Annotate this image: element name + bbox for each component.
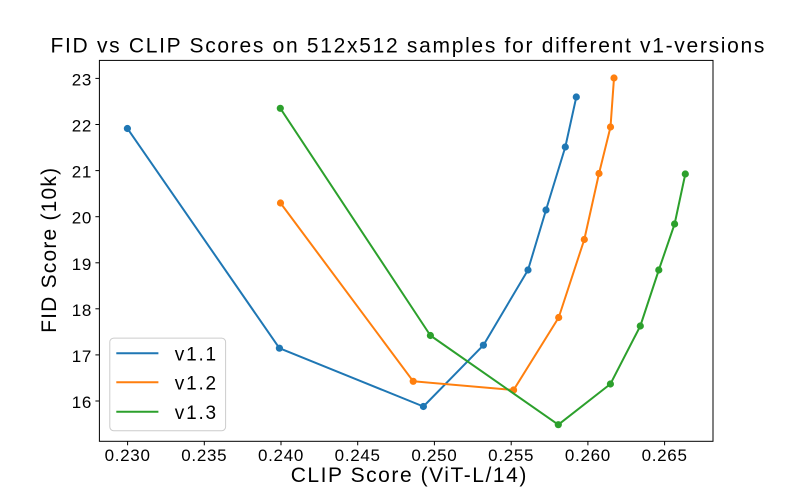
svg-text:0.245: 0.245 [335, 446, 381, 465]
svg-text:0.250: 0.250 [411, 446, 457, 465]
svg-text:19: 19 [72, 255, 92, 274]
svg-text:0.230: 0.230 [105, 446, 151, 465]
svg-text:v1.3: v1.3 [175, 403, 218, 424]
svg-text:17: 17 [72, 347, 92, 366]
svg-text:0.240: 0.240 [258, 446, 304, 465]
svg-text:22: 22 [72, 117, 92, 136]
svg-text:CLIP Score (ViT-L/14): CLIP Score (ViT-L/14) [291, 464, 528, 487]
svg-text:23: 23 [72, 70, 92, 89]
svg-text:0.260: 0.260 [565, 446, 611, 465]
svg-text:FID vs CLIP Scores on 512x512: FID vs CLIP Scores on 512x512 samples fo… [50, 35, 766, 58]
svg-text:18: 18 [72, 301, 92, 320]
svg-text:FID Score (10k): FID Score (10k) [38, 167, 61, 333]
svg-text:v1.1: v1.1 [175, 345, 218, 366]
svg-text:21: 21 [72, 163, 92, 182]
svg-text:0.265: 0.265 [642, 446, 688, 465]
svg-text:16: 16 [72, 393, 92, 412]
svg-text:v1.2: v1.2 [175, 374, 218, 395]
svg-text:0.255: 0.255 [488, 446, 534, 465]
svg-text:0.235: 0.235 [181, 446, 227, 465]
svg-text:20: 20 [72, 209, 92, 228]
